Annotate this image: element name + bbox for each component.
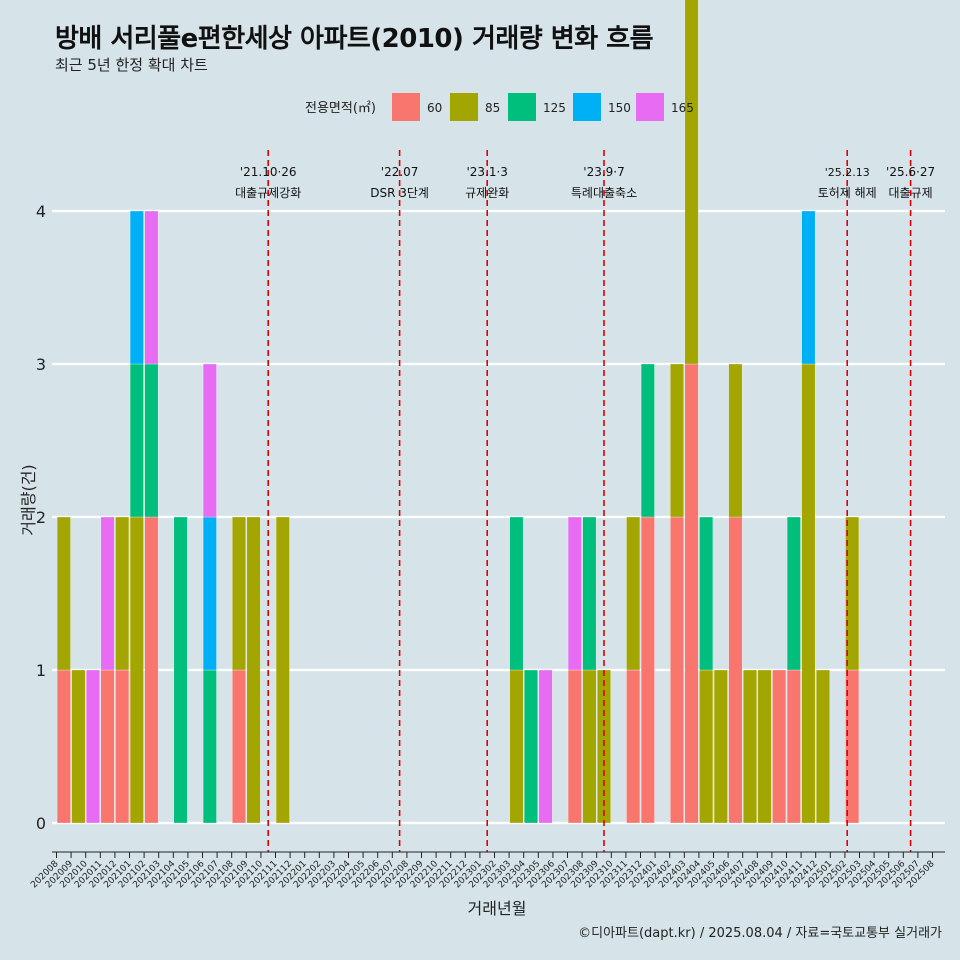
- event-label: 규제완화: [465, 186, 509, 200]
- bar-202101-150: [129, 210, 144, 365]
- event-date: '23.9·7: [583, 165, 624, 179]
- y-tick-label: 0: [36, 814, 46, 833]
- bar-202102-165: [144, 210, 159, 365]
- bar-202106-150: [202, 516, 217, 671]
- bar-202008-60: [56, 669, 71, 824]
- legend-swatch-60: [392, 93, 420, 121]
- legend-label-150: 150: [608, 101, 631, 115]
- bar-202311-60: [626, 669, 641, 824]
- bar-202303-85: [509, 669, 524, 824]
- event-date: '21.10·26: [240, 165, 297, 179]
- legend-label-125: 125: [543, 101, 566, 115]
- bar-202102-125: [144, 363, 159, 518]
- event-label: 토허제 해제: [818, 186, 877, 200]
- legend-label-85: 85: [485, 101, 500, 115]
- event-date: '25.2.13: [825, 166, 870, 179]
- y-tick-label: 1: [36, 661, 46, 680]
- bar-202406-60: [728, 516, 743, 824]
- bar-202104-125: [173, 516, 188, 824]
- bar-202109-85: [246, 516, 261, 824]
- bar-202411-150: [801, 210, 816, 365]
- bar-202404-125: [699, 516, 714, 671]
- bar-202405-85: [713, 669, 728, 824]
- bar-202102-60: [144, 516, 159, 824]
- bar-202012-85: [115, 516, 130, 671]
- bar-202409-60: [772, 669, 787, 824]
- bar-202303-125: [509, 516, 524, 671]
- y-axis-title: 거래량(건): [19, 464, 38, 535]
- legend-swatch-125: [508, 93, 536, 121]
- bar-202406-85: [728, 363, 743, 518]
- event-date: '22.07: [381, 165, 419, 179]
- bar-202101-85: [129, 516, 144, 824]
- event-label: DSR 3단계: [370, 186, 429, 200]
- legend-swatch-165: [636, 93, 664, 121]
- bar-202312-125: [640, 363, 655, 518]
- y-tick-label: 2: [36, 508, 46, 527]
- chart-title: 방배 서리풀e편한세상 아파트(2010) 거래량 변화 흐름: [55, 24, 654, 54]
- bar-202010-165: [86, 669, 100, 824]
- bar-202411-85: [801, 363, 816, 824]
- legend-swatch-150: [573, 93, 601, 121]
- bar-202008-85: [56, 516, 71, 671]
- bar-202106-125: [202, 669, 217, 824]
- bar-202408-85: [757, 669, 772, 824]
- event-label: 특례대출축소: [571, 186, 637, 200]
- bar-202412-85: [816, 669, 830, 824]
- x-axis-title: 거래년월: [468, 899, 527, 918]
- bar-202011-60: [100, 669, 115, 824]
- bar-202407-85: [743, 669, 757, 824]
- chart-subtitle: 최근 5년 한정 확대 차트: [55, 56, 208, 74]
- bar-202402-85: [670, 363, 684, 518]
- legend-title: 전용면적(㎡): [305, 101, 376, 116]
- bar-202101-125: [129, 363, 144, 518]
- bar-202404-85: [699, 669, 714, 824]
- event-date: '23.1·3: [466, 165, 507, 179]
- event-label: 대출규제: [889, 186, 933, 200]
- bar-202009-85: [71, 669, 86, 824]
- bar-202108-60: [232, 669, 246, 824]
- bar-202308-85: [582, 669, 597, 824]
- bar-202304-125: [524, 669, 538, 824]
- y-tick-label: 3: [36, 355, 46, 374]
- bar-202307-165: [567, 516, 582, 671]
- legend-label-60: 60: [427, 101, 442, 115]
- bar-202502-85: [845, 516, 860, 671]
- bar-202106-165: [202, 363, 217, 518]
- source-caption: ©디아파트(dapt.kr) / 2025.08.04 / 자료=국토교통부 실…: [578, 926, 942, 941]
- bar-202011-165: [100, 516, 115, 671]
- legend-swatch-85: [450, 93, 478, 121]
- bar-202308-125: [582, 516, 597, 671]
- bar-202402-60: [670, 516, 684, 824]
- bar-202410-125: [786, 516, 801, 671]
- event-date: '25.6·27: [886, 165, 935, 179]
- bar-202311-85: [626, 516, 641, 671]
- legend-label-165: 165: [671, 101, 694, 115]
- bar-202312-60: [640, 516, 655, 824]
- bar-202305-165: [538, 669, 553, 824]
- bar-202403-85: [684, 0, 699, 365]
- bar-202108-85: [232, 516, 246, 671]
- bar-202410-60: [786, 669, 801, 824]
- event-label: 대출규제강화: [235, 186, 301, 200]
- bar-202012-60: [115, 669, 130, 824]
- bar-202307-60: [567, 669, 582, 824]
- y-tick-label: 4: [36, 202, 46, 221]
- bar-202111-85: [275, 516, 290, 824]
- bar-202403-60: [684, 363, 699, 824]
